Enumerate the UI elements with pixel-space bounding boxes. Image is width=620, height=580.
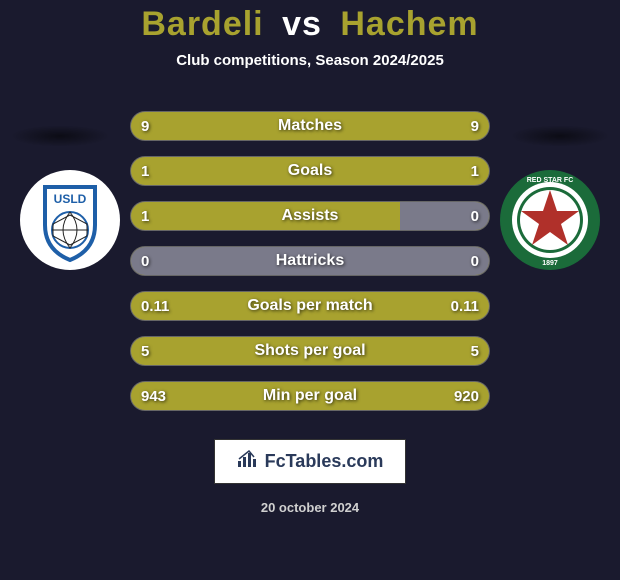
stat-row: 99Matches <box>130 111 490 141</box>
infographic-container: Bardeli vs Hachem Club competitions, Sea… <box>0 0 620 580</box>
subtitle: Club competitions, Season 2024/2025 <box>176 52 444 69</box>
player2-head-shadow <box>510 125 610 147</box>
stat-label: Shots per goal <box>131 337 489 365</box>
stat-label: Matches <box>131 112 489 140</box>
stat-label: Hattricks <box>131 247 489 275</box>
brand-badge: FcTables.com <box>214 439 407 484</box>
date-text: 20 october 2024 <box>261 500 359 515</box>
stat-label: Assists <box>131 202 489 230</box>
stat-row: 943920Min per goal <box>130 381 490 411</box>
stat-row: 11Goals <box>130 156 490 186</box>
svg-text:1897: 1897 <box>542 260 558 267</box>
svg-text:RED STAR FC: RED STAR FC <box>527 177 574 184</box>
stat-row: 00Hattricks <box>130 246 490 276</box>
stat-label: Goals <box>131 157 489 185</box>
stats-list: 99Matches 11Goals 10Assists 00Hattricks 0.11… <box>130 111 490 411</box>
player2-name: Hachem <box>340 5 478 43</box>
stat-row: 10Assists <box>130 201 490 231</box>
svg-text:USLD: USLD <box>54 192 87 206</box>
stat-label: Goals per match <box>131 292 489 320</box>
stat-label: Min per goal <box>131 382 489 410</box>
chart-icon <box>237 450 257 473</box>
club-logo-right: RED STAR FC 1897 <box>500 170 600 270</box>
stat-row: 0.110.11Goals per match <box>130 291 490 321</box>
club-logo-left: USLD <box>20 170 120 270</box>
red-star-icon: RED STAR FC 1897 <box>500 170 600 270</box>
stat-row: 55Shots per goal <box>130 336 490 366</box>
player1-head-shadow <box>10 125 110 147</box>
usld-shield-icon: USLD <box>25 175 115 265</box>
title: Bardeli vs Hachem <box>141 5 478 44</box>
vs-text: vs <box>282 5 322 43</box>
brand-text: FcTables.com <box>265 451 384 472</box>
player1-name: Bardeli <box>141 5 263 43</box>
